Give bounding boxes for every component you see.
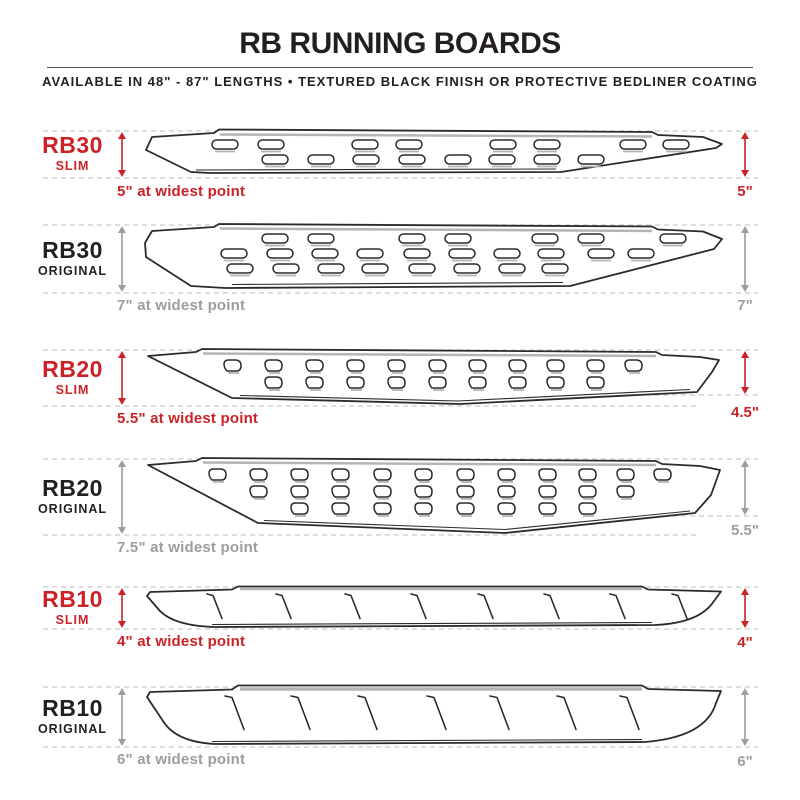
variant-name: SLIM [55,383,90,397]
page-title: RB RUNNING BOARDS [239,27,561,60]
board-bottom-edge [231,281,564,286]
widest-point-caption: 7.5" at widest point [117,539,259,556]
rb10-original-board-drawing [43,684,758,748]
widest-point-caption: 5" at widest point [117,183,246,200]
slash-marks [224,695,640,731]
hole-row-top [223,359,643,374]
tread-shadow [202,461,657,467]
tread-shadow [219,133,653,138]
slot-row-top [261,233,687,247]
slot-row-middle [220,248,655,262]
variant-name: ORIGINAL [37,722,108,736]
slot-row-bottom [226,263,569,277]
rb30-original-board-drawing [43,223,758,294]
model-name: RB20 [42,356,103,382]
right-measure-value: 7" [737,297,753,314]
page-subtitle: AVAILABLE IN 48" - 87" LENGTHS • TEXTURE… [42,74,758,89]
row-label-rb10-original: RB10 ORIGINAL [15,697,130,736]
right-measure-value: 4.5" [731,404,759,421]
title-divider [47,67,753,68]
hole-row-middle [249,485,635,500]
variant-name: SLIM [55,159,90,173]
board-bottom-edge [239,388,691,402]
right-measure-arrow [741,351,749,394]
right-measure-arrow [741,132,749,177]
rb10-slim-board-drawing [43,585,758,630]
right-measure-arrow [741,688,749,746]
variant-name: SLIM [55,613,90,627]
board-bottom-edge [211,738,643,743]
right-measure-value: 5.5" [731,522,759,539]
variant-name: ORIGINAL [37,264,108,278]
model-name: RB10 [42,586,103,612]
rb20-slim-board-drawing [43,348,758,407]
model-name: RB20 [42,475,103,501]
left-measure-arrow [118,588,126,628]
left-measure-arrow [118,688,126,746]
row-label-rb10-slim: RB10 SLIM [15,588,130,627]
board-bottom-edge [211,621,653,626]
slot-row-bottom [261,154,605,168]
variant-name: ORIGINAL [37,502,108,516]
board-outline [146,684,722,745]
model-name: RB30 [42,132,103,158]
left-measure-arrow [118,226,126,292]
model-name: RB10 [42,695,103,721]
widest-point-caption: 5.5" at widest point [117,410,259,427]
rb30-slim-board-drawing [43,128,758,179]
tread-shadow [202,352,657,358]
left-measure-arrow [118,460,126,534]
right-measure-value: 5" [737,183,753,200]
right-measure-arrow [741,460,749,515]
board-outline [147,457,721,534]
left-measure-arrow [118,132,126,177]
tread-shadow [219,227,653,233]
hole-row-bottom [290,502,597,517]
right-measure-arrow [741,226,749,292]
right-measure-value: 4" [737,634,753,651]
hole-row-top [208,468,672,483]
hole-row-bottom [264,376,605,391]
board-bottom-edge [263,510,691,531]
row-label-rb20-slim: RB20 SLIM [15,358,130,397]
row-label-rb20-original: RB20 ORIGINAL [15,477,130,516]
row-label-rb30-slim: RB30 SLIM [15,134,130,173]
right-measure-value: 6" [737,753,753,770]
slot-row-top [211,139,690,153]
widest-point-caption: 4" at widest point [117,633,246,650]
slash-marks [206,593,688,620]
board-outline [146,585,722,628]
board-bottom-edge [195,168,557,171]
left-measure-arrow [118,351,126,405]
row-label-rb30-original: RB30 ORIGINAL [15,239,130,278]
widest-point-caption: 6" at widest point [117,751,246,768]
widest-point-caption: 7" at widest point [117,297,246,314]
right-measure-arrow [741,588,749,628]
rb20-original-board-drawing [43,457,758,536]
model-name: RB30 [42,237,103,263]
